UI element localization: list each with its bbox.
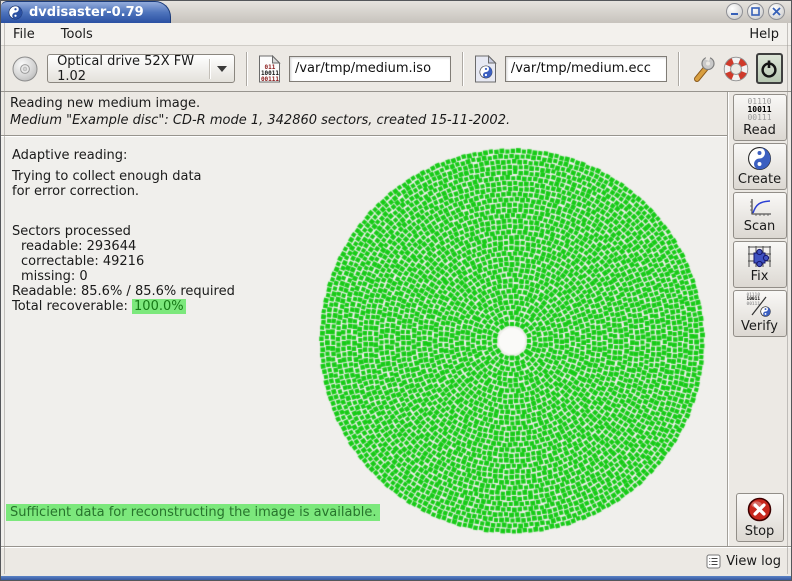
body-region: Reading new medium image. Medium "Exampl…	[1, 91, 791, 546]
iso-icon-row2: 10011	[260, 69, 279, 77]
titlebar[interactable]: dvdisaster-0.79	[1, 1, 791, 23]
sectors-correctable: correctable: 49216	[21, 254, 145, 269]
ecc-path-input[interactable]	[504, 55, 667, 82]
sectors-header: Sectors processed	[12, 224, 131, 239]
fix-button[interactable]: Fix	[732, 241, 787, 288]
reading-panel: Adaptive reading: Trying to collect enou…	[1, 135, 727, 546]
description-line2: for error correction.	[12, 184, 140, 199]
drive-activity-icon	[9, 51, 40, 87]
mode-label: Adaptive reading:	[12, 148, 128, 163]
minimize-button[interactable]	[726, 3, 743, 20]
window-left-edge	[4, 23, 5, 574]
create-button[interactable]: Create	[732, 143, 787, 190]
scan-button-label: Scan	[743, 219, 776, 234]
menu-help[interactable]: Help	[749, 26, 779, 42]
view-log-label[interactable]: View log	[726, 554, 781, 569]
toolbar-separator	[677, 51, 679, 86]
toolbar-separator	[461, 51, 463, 86]
drive-selector-dropdown[interactable]: Optical drive 52X FW 1.02	[47, 53, 236, 84]
read-button[interactable]: 01110 10011 00111 Read	[732, 94, 787, 141]
sectors-readable: readable: 293644	[21, 239, 137, 254]
power-icon	[761, 60, 777, 78]
app-logo-yinyang-icon	[8, 5, 23, 20]
status-line2: Medium "Example disc": CD-R mode 1, 3428…	[10, 113, 511, 128]
window-bottom-edge	[1, 576, 791, 580]
total-recoverable-line: Total recoverable: 100.0%	[12, 299, 235, 314]
drive-selector-value: Optical drive 52X FW 1.02	[57, 53, 195, 84]
window-title: dvdisaster-0.79	[29, 5, 144, 20]
titlebar-tab[interactable]: dvdisaster-0.79	[1, 1, 171, 23]
scan-button[interactable]: Scan	[732, 192, 787, 239]
chevron-down-icon	[217, 65, 228, 72]
menu-file[interactable]: File	[13, 26, 35, 42]
preferences-wrench-icon[interactable]	[690, 53, 716, 85]
toolbar: Optical drive 52X FW 1.02 011 10011 0011…	[1, 46, 791, 91]
yinyang-icon	[748, 147, 771, 170]
stop-icon	[747, 497, 772, 522]
create-button-label: Create	[737, 172, 782, 187]
read-button-label: Read	[743, 122, 776, 138]
iso-file-icon: 011 10011 00111	[258, 54, 282, 83]
ecc-file-icon	[474, 54, 498, 83]
close-button[interactable]	[768, 3, 785, 20]
iso-icon-row3: 00111	[260, 75, 279, 83]
fix-button-label: Fix	[750, 269, 769, 284]
binary-icon: 01110 10011 00111	[747, 96, 772, 122]
window-right-edge	[787, 23, 788, 574]
stop-button-label: Stop	[744, 524, 775, 539]
verify-button[interactable]: 01110 10011 00111 Verify	[732, 290, 787, 337]
curve-chart-icon	[749, 199, 771, 216]
iso-path-input[interactable]	[288, 55, 451, 82]
total-recoverable-label: Total recoverable:	[12, 299, 133, 314]
verify-button-label: Verify	[741, 318, 778, 334]
help-lifebelt-icon[interactable]	[723, 54, 749, 84]
combo-divider	[209, 58, 211, 79]
status-line1: Reading new medium image.	[10, 96, 201, 111]
verify-compare-icon: 01110 10011 00111	[747, 293, 773, 318]
maximize-button[interactable]	[747, 3, 764, 20]
readable-summary: Readable: 85.6% / 85.6% required	[12, 284, 235, 299]
view-log-list-icon[interactable]	[706, 554, 722, 570]
quit-button[interactable]	[755, 53, 783, 84]
puzzle-piece-icon	[748, 246, 771, 268]
sectors-missing: missing: 0	[21, 269, 88, 284]
description-line1: Trying to collect enough data	[12, 169, 202, 184]
bottom-statusbar: View log	[1, 546, 791, 576]
total-recoverable-value: 100.0%	[132, 299, 186, 314]
iso-icon-row1: 011	[264, 63, 276, 71]
toolbar-separator	[246, 51, 247, 86]
footer-message: Sufficient data for reconstructing the i…	[6, 504, 381, 521]
disc-sector-visualization	[314, 143, 710, 539]
menu-tools[interactable]: Tools	[60, 26, 93, 42]
sidebar: 01110 10011 00111 Read Create	[727, 92, 791, 546]
menubar: File Tools Help	[1, 23, 791, 46]
reading-stats: Adaptive reading: Trying to collect enou…	[12, 148, 235, 314]
status-header: Reading new medium image. Medium "Exampl…	[1, 92, 727, 135]
stop-button[interactable]: Stop	[735, 493, 784, 542]
